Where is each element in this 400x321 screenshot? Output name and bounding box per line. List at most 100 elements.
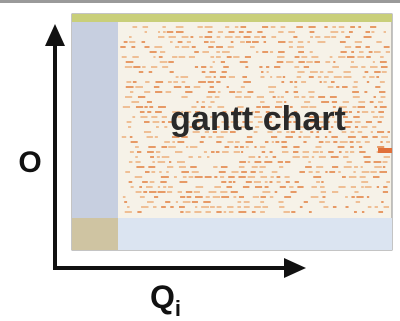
- gantt-bar: [252, 166, 258, 168]
- gantt-bar: [241, 171, 247, 173]
- gantt-bar: [374, 166, 382, 168]
- gantt-bar: [227, 86, 229, 88]
- gantt-bar: [160, 61, 168, 63]
- axis-label-base: Q: [150, 279, 175, 315]
- gantt-bar: [358, 106, 365, 108]
- gantt-bar: [226, 186, 232, 188]
- gantt-bar: [139, 71, 143, 73]
- gantt-bar: [132, 26, 137, 28]
- gantt-bar: [344, 76, 352, 78]
- gantt-bar: [173, 81, 178, 83]
- gantt-bar: [255, 186, 262, 188]
- gantt-bar: [179, 206, 185, 208]
- gantt-bar: [356, 141, 361, 143]
- gantt-bar: [364, 91, 367, 93]
- gantt-bar: [179, 56, 186, 58]
- gantt-bar: [170, 206, 173, 208]
- gantt-bar: [235, 36, 240, 38]
- gantt-bar: [248, 161, 250, 163]
- gantt-bar: [210, 66, 213, 68]
- window-title-bar: [72, 14, 392, 22]
- gantt-bar: [162, 116, 167, 118]
- gantt-bar: [240, 146, 244, 148]
- gantt-bar: [213, 196, 220, 198]
- gantt-bar: [320, 81, 322, 83]
- gantt-bar: [183, 201, 191, 203]
- gantt-bar: [243, 186, 249, 188]
- gantt-bar: [324, 36, 330, 38]
- gantt-bar: [164, 141, 170, 143]
- gantt-bar: [368, 206, 372, 208]
- gantt-bar: [261, 196, 266, 198]
- gantt-bar: [159, 56, 163, 58]
- gantt-bar: [159, 171, 161, 173]
- gantt-bar: [286, 61, 293, 63]
- gantt-bar: [355, 121, 361, 123]
- gantt-bar: [213, 61, 215, 63]
- gantt-bar: [297, 46, 304, 48]
- gantt-bar: [189, 176, 194, 178]
- gantt-bar: [324, 76, 329, 78]
- gantt-bar: [273, 96, 276, 98]
- gantt-bar: [205, 36, 213, 38]
- gantt-bar: [357, 56, 364, 58]
- gantt-bar: [206, 96, 212, 98]
- gantt-bar: [231, 171, 238, 173]
- gantt-bar: [338, 186, 345, 188]
- gantt-bar: [172, 56, 177, 58]
- gantt-bar: [341, 31, 344, 33]
- gantt-bar: [176, 201, 178, 203]
- gantt-bar: [290, 81, 293, 83]
- gantt-bar: [349, 111, 352, 113]
- gantt-bar: [244, 36, 251, 38]
- gantt-bar: [151, 171, 155, 173]
- gantt-bar: [246, 146, 249, 148]
- gantt-bar: [386, 141, 390, 143]
- gantt-bar: [343, 156, 348, 158]
- gantt-bar: [361, 66, 365, 68]
- gantt-bar: [152, 161, 154, 163]
- gantt-bar: [218, 31, 223, 33]
- gantt-bar: [143, 191, 147, 193]
- gantt-bar: [189, 156, 193, 158]
- gantt-bar: [162, 66, 168, 68]
- gantt-bar: [155, 91, 162, 93]
- gantt-bar: [270, 51, 273, 53]
- gantt-bar: [381, 96, 386, 98]
- gantt-bar: [354, 211, 357, 213]
- gantt-bar: [222, 151, 229, 153]
- gantt-bar: [210, 41, 215, 43]
- gantt-bar: [153, 121, 160, 123]
- gantt-bar: [190, 166, 197, 168]
- gantt-bar: [200, 141, 204, 143]
- gantt-bar: [334, 76, 342, 78]
- gantt-bar: [310, 51, 313, 53]
- gantt-bar: [259, 66, 262, 68]
- highlight-bar: [378, 148, 392, 153]
- gantt-bar: [373, 61, 375, 63]
- gantt-bar: [354, 191, 358, 193]
- gantt-bar: [305, 166, 312, 168]
- gantt-bar: [275, 141, 279, 143]
- gantt-bar: [316, 166, 323, 168]
- gantt-bar: [289, 46, 293, 48]
- gantt-bar: [221, 181, 226, 183]
- gantt-bar: [351, 196, 354, 198]
- gantt-bar: [332, 26, 336, 28]
- gantt-bar: [285, 176, 290, 178]
- gantt-bar: [166, 171, 169, 173]
- gantt-bar: [120, 46, 125, 48]
- gantt-bar: [222, 51, 230, 53]
- gantt-bar: [149, 71, 152, 73]
- gantt-bar: [313, 151, 319, 153]
- gantt-bar: [366, 121, 372, 123]
- gantt-bar: [146, 186, 153, 188]
- gantt-bar: [330, 96, 337, 98]
- gantt-bar: [381, 201, 383, 203]
- gantt-bar: [216, 51, 220, 53]
- top-border: [0, 0, 400, 3]
- gantt-bar: [328, 86, 334, 88]
- gantt-bar: [349, 176, 356, 178]
- gantt-bar: [353, 171, 355, 173]
- gantt-bar: [350, 141, 354, 143]
